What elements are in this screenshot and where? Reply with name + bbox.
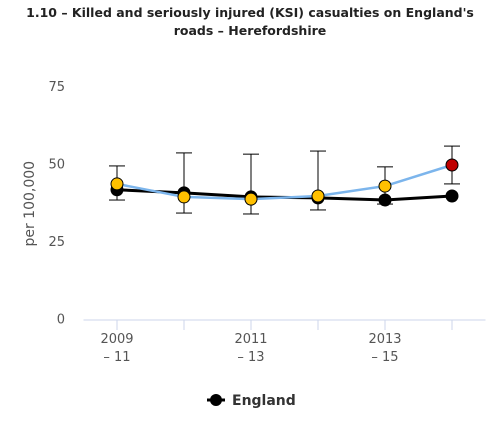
y-axis-label: per 100,000 bbox=[22, 161, 38, 247]
data-point bbox=[445, 189, 459, 203]
series-line bbox=[116, 163, 453, 201]
legend-marker bbox=[210, 394, 222, 406]
error-bar bbox=[176, 152, 192, 214]
data-point bbox=[445, 158, 459, 172]
data-point bbox=[311, 189, 325, 203]
x-tick-label: 2013 – 15 bbox=[368, 332, 402, 365]
chart-title: 1.10 – Killed and seriously injured (KSI… bbox=[26, 5, 474, 38]
x-tick-label: 2009 – 11 bbox=[100, 332, 134, 365]
legend-label: England bbox=[232, 393, 296, 409]
data-point bbox=[378, 179, 392, 193]
x-tick-label: 2011 – 13 bbox=[234, 332, 268, 365]
data-point bbox=[177, 190, 191, 204]
y-tick-label: 0 bbox=[57, 313, 65, 328]
data-point bbox=[244, 192, 258, 206]
y-tick-label: 25 bbox=[48, 235, 65, 250]
y-tick-label: 50 bbox=[48, 158, 65, 173]
data-point bbox=[110, 177, 124, 191]
y-tick-label: 75 bbox=[48, 80, 65, 95]
